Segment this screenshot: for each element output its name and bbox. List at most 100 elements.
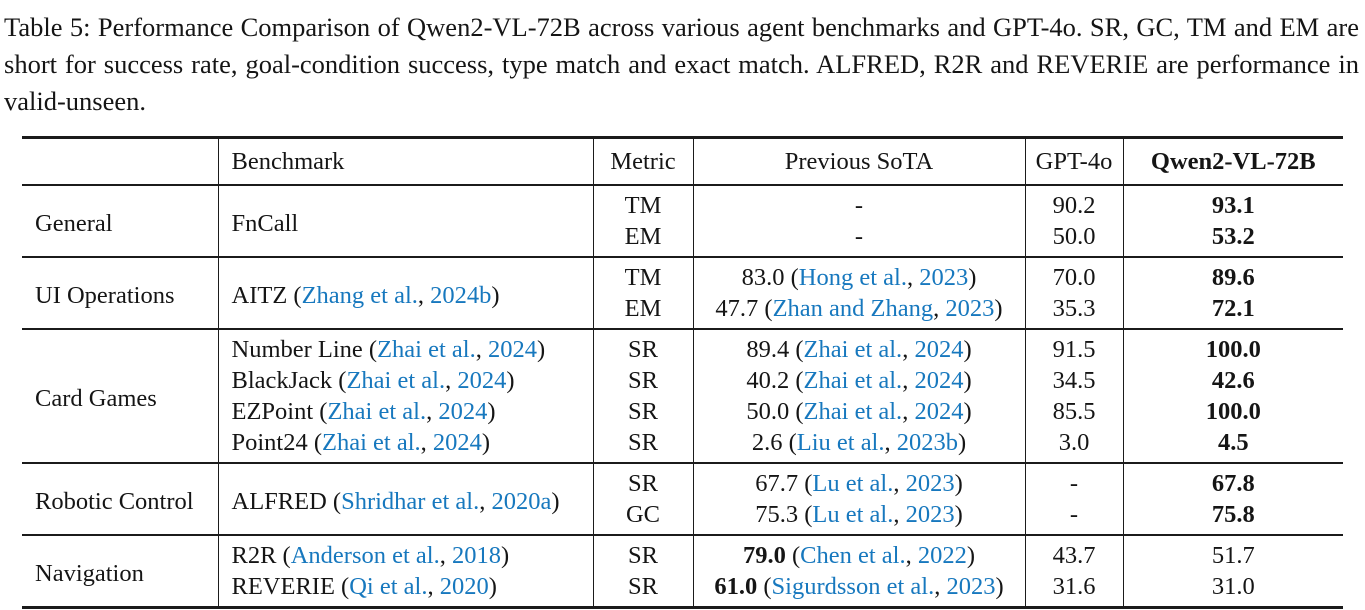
citation-link[interactable]: Qi et al.	[349, 573, 428, 600]
metric-cell: EM	[593, 293, 694, 329]
text-segment: -	[854, 223, 864, 250]
citation-link[interactable]: Liu et al.	[796, 429, 885, 456]
benchmark-cell: EZPoint (Zhai et al., 2024)	[218, 396, 594, 427]
citation-link[interactable]: Anderson et al.	[290, 542, 440, 569]
citation-link[interactable]: 2020a	[491, 487, 552, 515]
citation-link[interactable]: Hong et al.	[798, 264, 907, 291]
citation-link[interactable]: Lu et al.	[812, 501, 894, 528]
prev-sota-cell: 40.2 (Zhai et al., 2024)	[693, 365, 1026, 396]
table-row: EM - 50.0 53.2	[22, 221, 1343, 257]
gpt4o-cell: 91.5	[1025, 329, 1124, 365]
text-segment: FnCall	[231, 209, 299, 237]
citation-link[interactable]: Zhai et al.	[346, 367, 446, 394]
benchmark-cell: REVERIE (Qi et al., 2020)	[218, 571, 594, 608]
text-segment: )	[491, 281, 500, 309]
citation-link[interactable]: 2024	[432, 429, 482, 456]
citation-link[interactable]: Zhang et al.	[301, 281, 418, 309]
citation-link[interactable]: Sigurdsson et al.	[771, 573, 935, 600]
metric-cell: SR	[593, 329, 694, 365]
text-segment: )	[963, 336, 972, 363]
prev-sota-cell: 79.0 (Chen et al., 2022)	[693, 535, 1026, 571]
text-segment: ,	[902, 336, 915, 363]
citation-link[interactable]: Shridhar et al.	[341, 487, 480, 515]
citation-link[interactable]: 2023	[946, 573, 996, 600]
column-header: Benchmark	[218, 136, 594, 186]
text-segment: -	[854, 192, 864, 219]
citation-link[interactable]: Zhai et al.	[322, 429, 421, 456]
prev-sota-cell: 83.0 (Hong et al., 2023)	[693, 257, 1026, 293]
citation-link[interactable]: 2023	[905, 470, 955, 497]
text-segment: 40.2 (	[746, 367, 804, 394]
qwen-cell: 72.1	[1211, 295, 1255, 322]
text-segment: 50.0 (	[746, 398, 804, 425]
text-segment: )	[551, 487, 560, 515]
citation-link[interactable]: 2024	[487, 336, 537, 363]
citation-link[interactable]: Zhai et al.	[327, 398, 427, 425]
table-row: EM 47.7 (Zhan and Zhang, 2023) 35.3 72.1	[22, 293, 1343, 329]
citation-link[interactable]: Lu et al.	[812, 470, 894, 497]
qwen-cell: 67.8	[1211, 470, 1255, 497]
citation-link[interactable]: Zhai et al.	[803, 336, 903, 363]
gpt4o-cell: -	[1025, 463, 1124, 499]
text-segment: ,	[906, 264, 920, 291]
citation-link[interactable]: 2024b	[430, 281, 492, 309]
citation-link[interactable]: 2023	[905, 501, 955, 528]
qwen-cell: 93.1	[1211, 192, 1255, 219]
gpt4o-cell: 34.5	[1025, 365, 1124, 396]
benchmark-cell: FnCall	[218, 185, 594, 257]
qwen-cell: 89.6	[1211, 264, 1255, 291]
text-segment: 61.0	[714, 573, 758, 600]
citation-link[interactable]: 2023	[945, 295, 995, 322]
citation-link[interactable]: Zhai et al.	[803, 398, 903, 425]
table-row: Card Games Number Line (Zhai et al., 2024…	[22, 329, 1343, 463]
citation-link[interactable]: Zhai et al.	[803, 367, 903, 394]
category-cell: Robotic Control	[22, 463, 219, 535]
text-segment: ,	[475, 336, 488, 363]
citation-link[interactable]: Zhan and Zhang	[772, 295, 934, 322]
text-segment: ,	[893, 501, 906, 528]
citation-link[interactable]: 2020	[439, 573, 489, 600]
table-section: General FnCall TM - 90.2 93.1 EM - 50.0 53.2	[22, 185, 1343, 257]
citation-link[interactable]: 2023	[919, 264, 969, 291]
text-segment: ,	[427, 573, 440, 600]
citation-link[interactable]: 2024	[914, 398, 964, 425]
text-segment: )	[488, 573, 497, 600]
column-header: GPT-4o	[1025, 136, 1124, 186]
citation-link[interactable]: 2024	[438, 398, 488, 425]
text-segment: 47.7 (	[715, 295, 773, 322]
text-segment: EZPoint (	[231, 398, 328, 425]
category-cell: UI Operations	[22, 257, 219, 329]
text-segment: 75.3 (	[755, 501, 813, 528]
text-segment: R2R (	[231, 542, 291, 569]
text-segment: ,	[479, 487, 492, 515]
qwen-cell: 100.0	[1205, 336, 1261, 363]
text-segment: )	[481, 429, 491, 456]
prev-sota-cell: -	[693, 221, 1026, 257]
benchmark-cell: Number Line (Zhai et al., 2024)	[218, 329, 594, 365]
citation-link[interactable]: 2023b	[896, 429, 958, 456]
benchmark-cell: ALFRED (Shridhar et al., 2020a)	[218, 463, 594, 535]
text-segment: ,	[417, 281, 431, 309]
gpt4o-cell: 70.0	[1025, 257, 1124, 293]
qwen-cell: 51.7	[1211, 542, 1255, 569]
text-segment: 67.7 (	[755, 470, 813, 497]
metric-cell: SR	[593, 535, 694, 571]
citation-link[interactable]: Zhai et al.	[377, 336, 476, 363]
table-section: Card Games Number Line (Zhai et al., 2024…	[22, 329, 1343, 463]
text-segment: )	[966, 542, 976, 569]
qwen-cell: 75.8	[1211, 501, 1255, 528]
citation-link[interactable]: 2024	[914, 336, 964, 363]
qwen-cell: 31.0	[1211, 573, 1255, 600]
table-row: Navigation R2R (Anderson et al., 2018) SR 7…	[22, 535, 1343, 608]
table-row: Point24 (Zhai et al., 2024) SR 2.6 (Liu et…	[22, 427, 1343, 463]
citation-link[interactable]: 2022	[917, 542, 967, 569]
citation-link[interactable]: 2018	[451, 542, 501, 569]
text-segment: (	[785, 542, 801, 569]
citation-link[interactable]: 2024	[457, 367, 507, 394]
citation-link[interactable]: 2024	[914, 367, 964, 394]
table-section: Robotic Control ALFRED (Shridhar et al., …	[22, 463, 1343, 535]
citation-link[interactable]: Chen et al.	[800, 542, 906, 569]
text-segment: )	[994, 295, 1003, 322]
table-row: General FnCall TM - 90.2 93.1	[22, 185, 1343, 257]
table-header-row: Benchmark Metric Previous SoTA GPT-4o Qwen2-…	[22, 136, 1343, 186]
